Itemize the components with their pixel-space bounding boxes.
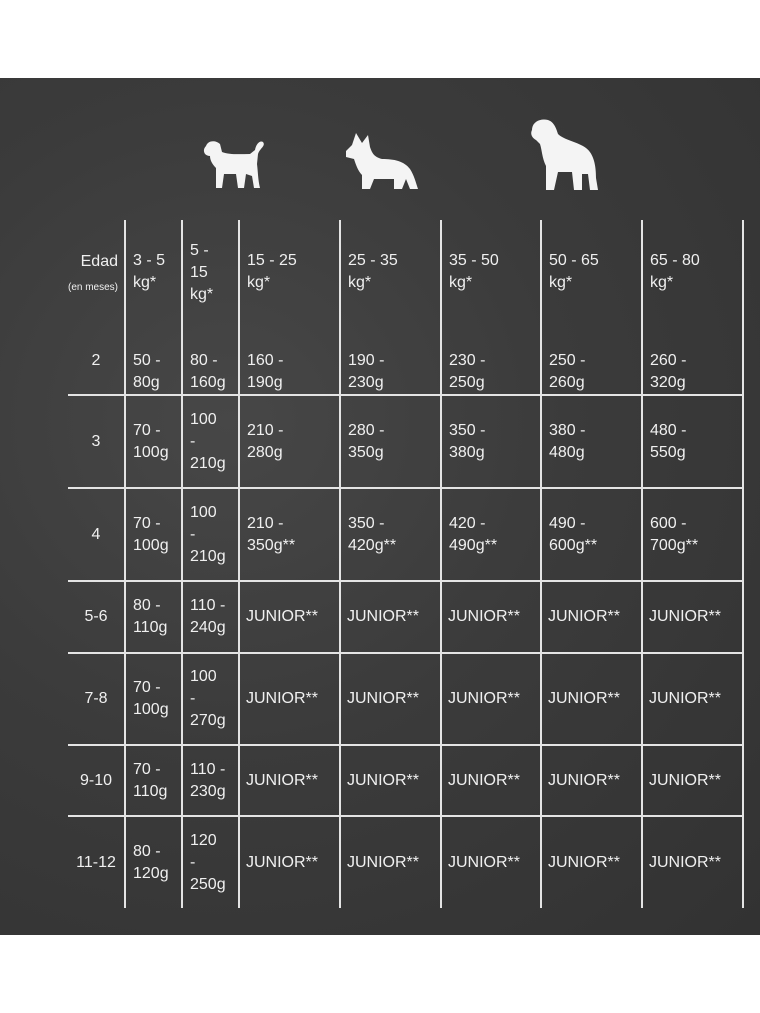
age-cell: 3 — [68, 394, 126, 489]
portion-cell: 110 - 230g — [181, 744, 240, 817]
portion-cell: 100 - 210g — [181, 487, 240, 582]
portion-cell: 160 - 190g — [238, 320, 341, 396]
age-label: Edad — [80, 253, 118, 270]
portion-cell: 250 - 260g — [540, 320, 643, 396]
feeding-table: Edad (en meses) 3 - 5 kg* 5 - 15 kg* 15 … — [68, 220, 744, 908]
portion-cell: 50 - 80g — [124, 320, 183, 396]
table-row: 5-6 80 - 110g 110 - 240g JUNIOR** JUNIOR** JU… — [68, 580, 744, 654]
table-row: 7-8 70 - 100g 100 - 270g JUNIOR** JUNIOR** JU… — [68, 652, 744, 746]
portion-cell: JUNIOR** — [540, 744, 643, 817]
weight-header: 25 - 35 kg* — [339, 220, 442, 320]
medium-dog-icon — [346, 133, 418, 189]
portion-cell: 480 - 550g — [641, 394, 744, 489]
portion-cell: JUNIOR** — [641, 744, 744, 817]
portion-cell: 350 - 380g — [440, 394, 542, 489]
portion-cell: 420 - 490g** — [440, 487, 542, 582]
table-row: 2 50 - 80g 80 - 160g 160 - 190g 190 - 230g 23… — [68, 320, 744, 396]
portion-cell: JUNIOR** — [440, 580, 542, 654]
portion-cell: JUNIOR** — [238, 815, 341, 908]
portion-cell: JUNIOR** — [238, 580, 341, 654]
portion-cell: JUNIOR** — [540, 580, 643, 654]
portion-cell: 80 - 110g — [124, 580, 183, 654]
table-row: 11-12 80 - 120g 120 - 250g JUNIOR** JUNIOR**… — [68, 815, 744, 908]
portion-cell: 120 - 250g — [181, 815, 240, 908]
age-cell: 2 — [68, 320, 126, 396]
portion-cell: 190 - 230g — [339, 320, 442, 396]
portion-cell: 110 - 240g — [181, 580, 240, 654]
portion-cell: 350 - 420g** — [339, 487, 442, 582]
age-cell: 4 — [68, 487, 126, 582]
portion-cell: JUNIOR** — [641, 815, 744, 908]
portion-cell: JUNIOR** — [238, 744, 341, 817]
portion-cell: 80 - 120g — [124, 815, 183, 908]
portion-cell: JUNIOR** — [339, 815, 442, 908]
portion-cell: 260 - 320g — [641, 320, 744, 396]
portion-cell: 490 - 600g** — [540, 487, 643, 582]
portion-cell: 70 - 100g — [124, 652, 183, 746]
table-row: 3 70 - 100g 100 - 210g 210 - 280g 280 - 350g… — [68, 394, 744, 489]
portion-cell: JUNIOR** — [540, 652, 643, 746]
portion-cell: 210 - 280g — [238, 394, 341, 489]
portion-cell: 70 - 100g — [124, 394, 183, 489]
portion-cell: JUNIOR** — [440, 744, 542, 817]
portion-cell: 280 - 350g — [339, 394, 442, 489]
portion-cell: JUNIOR** — [339, 744, 442, 817]
portion-cell: 230 - 250g — [440, 320, 542, 396]
age-cell: 9-10 — [68, 744, 126, 817]
weight-header: 15 - 25 kg* — [238, 220, 341, 320]
portion-cell: 70 - 110g — [124, 744, 183, 817]
small-dog-icon — [203, 141, 264, 188]
age-cell: 7-8 — [68, 652, 126, 746]
portion-cell: JUNIOR** — [339, 652, 442, 746]
weight-header: 3 - 5 kg* — [124, 220, 183, 320]
weight-header: 50 - 65 kg* — [540, 220, 643, 320]
portion-cell: JUNIOR** — [440, 815, 542, 908]
table-header-row: Edad (en meses) 3 - 5 kg* 5 - 15 kg* 15 … — [68, 220, 744, 320]
table-row: 9-10 70 - 110g 110 - 230g JUNIOR** JUNIOR** J… — [68, 744, 744, 817]
portion-cell: 70 - 100g — [124, 487, 183, 582]
portion-cell: JUNIOR** — [641, 580, 744, 654]
table-row: 4 70 - 100g 100 - 210g 210 - 350g** 350 - 42… — [68, 487, 744, 582]
portion-cell: 380 - 480g — [540, 394, 643, 489]
portion-cell: 600 - 700g** — [641, 487, 744, 582]
portion-cell: 100 - 270g — [181, 652, 240, 746]
weight-header: 35 - 50 kg* — [440, 220, 542, 320]
portion-cell: 100 - 210g — [181, 394, 240, 489]
age-header: Edad (en meses) — [68, 220, 126, 320]
large-dog-icon — [531, 119, 598, 190]
portion-cell: JUNIOR** — [440, 652, 542, 746]
age-unit-label: (en meses) — [68, 282, 119, 293]
portion-cell: JUNIOR** — [238, 652, 341, 746]
weight-header: 5 - 15 kg* — [181, 220, 240, 320]
age-cell: 5-6 — [68, 580, 126, 654]
portion-cell: JUNIOR** — [641, 652, 744, 746]
age-cell: 11-12 — [68, 815, 126, 908]
portion-cell: JUNIOR** — [540, 815, 643, 908]
weight-header: 65 - 80 kg* — [641, 220, 744, 320]
portion-cell: 210 - 350g** — [238, 487, 341, 582]
portion-cell: 80 - 160g — [181, 320, 240, 396]
portion-cell: JUNIOR** — [339, 580, 442, 654]
